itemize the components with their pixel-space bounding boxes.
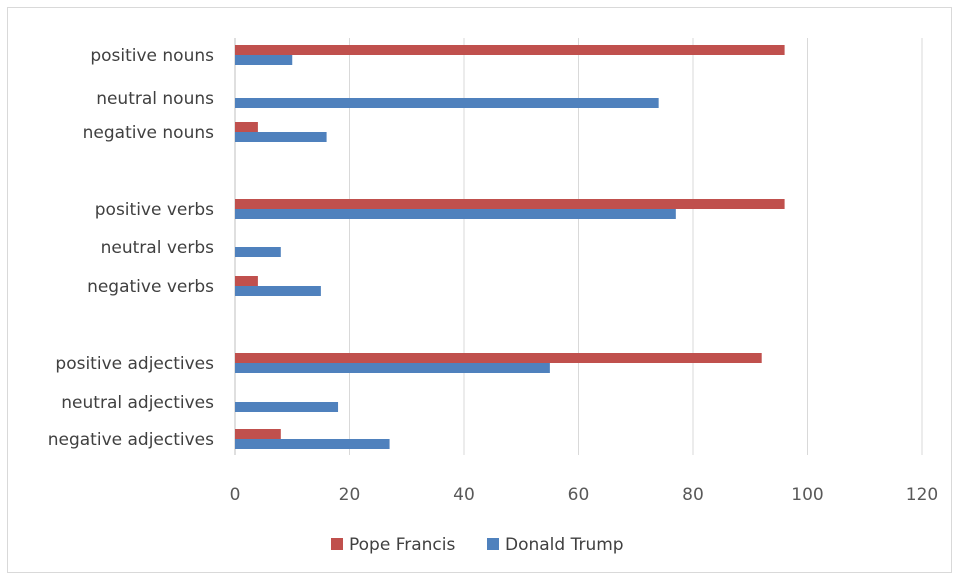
bar-pope-francis (235, 45, 785, 55)
bar-pope-francis (235, 276, 258, 286)
x-tick-label: 0 (230, 485, 241, 505)
category-label: neutral nouns (96, 89, 214, 109)
bar-donald-trump (235, 402, 339, 412)
bar-donald-trump (235, 98, 659, 108)
x-tick-label: 80 (682, 485, 704, 505)
category-label: positive adjectives (55, 354, 214, 374)
value-axis: 0 20 40 60 80 100 120 (230, 485, 939, 505)
bar-pope-francis (235, 199, 785, 209)
bar-donald-trump (235, 132, 327, 142)
bar-donald-trump (235, 247, 281, 257)
bar-pope-francis (235, 429, 281, 439)
legend-swatch (487, 538, 499, 550)
bar-pope-francis (235, 122, 258, 132)
bar-donald-trump (235, 55, 293, 65)
x-tick-label: 40 (453, 485, 475, 505)
legend-label: Pope Francis (349, 535, 455, 555)
category-labels: positive nouns neutral nouns negative noun… (48, 46, 214, 450)
category-label: negative nouns (83, 123, 214, 143)
x-tick-label: 100 (791, 485, 823, 505)
category-label: neutral verbs (101, 238, 215, 258)
category-label: positive nouns (90, 46, 214, 66)
bar-donald-trump (235, 286, 321, 296)
category-label: positive verbs (95, 200, 214, 220)
legend-label: Donald Trump (505, 535, 624, 555)
x-tick-label: 20 (339, 485, 361, 505)
x-tick-label: 60 (568, 485, 590, 505)
category-label: negative adjectives (48, 430, 214, 450)
bar-pope-francis (235, 353, 762, 363)
category-label: neutral adjectives (61, 393, 214, 413)
bar-donald-trump (235, 363, 550, 373)
legend-swatch (331, 538, 343, 550)
x-tick-label: 120 (906, 485, 938, 505)
category-label: negative verbs (87, 277, 214, 297)
bar-donald-trump (235, 439, 390, 449)
bar-donald-trump (235, 209, 676, 219)
legend: Pope Francis Donald Trump (331, 535, 624, 555)
bars (235, 45, 785, 449)
